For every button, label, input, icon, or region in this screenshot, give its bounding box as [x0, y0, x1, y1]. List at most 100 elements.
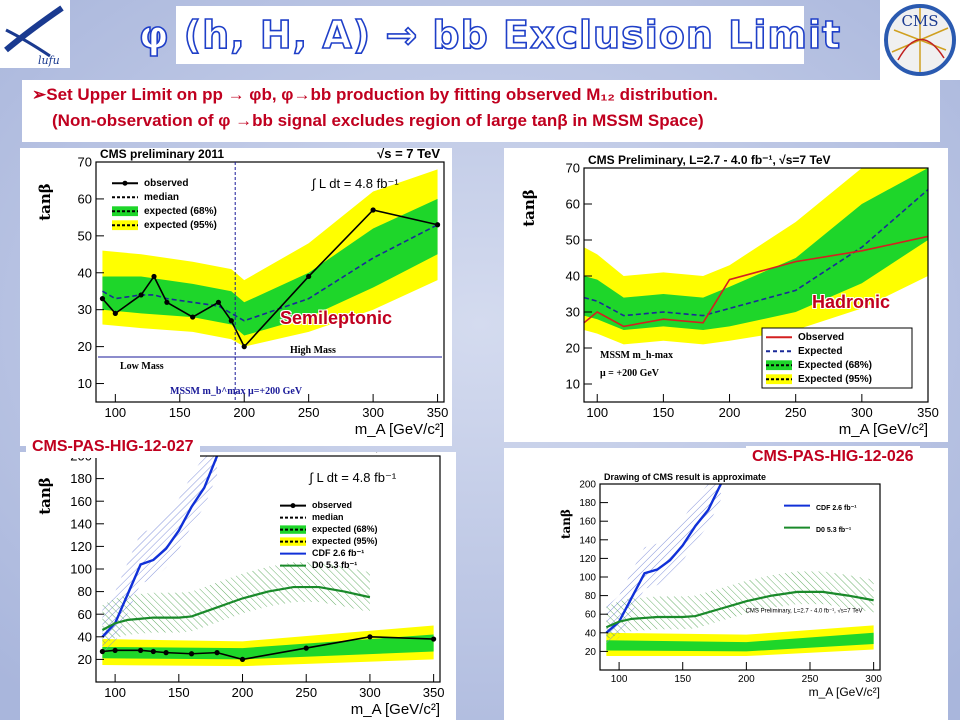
y-tick-label: 60 — [78, 607, 92, 622]
ref-hadronic: CMS-PAS-HIG-12-026 — [746, 446, 920, 468]
legend-label: expected (68%) — [144, 206, 217, 217]
plot-area — [605, 484, 874, 657]
observed-line-point — [112, 310, 118, 316]
y-tick-label: 160 — [579, 517, 596, 528]
y-tick-label: 10 — [78, 376, 92, 391]
observed-line — [584, 235, 928, 328]
legend-marker — [290, 503, 296, 509]
logo-right-text: CMS — [901, 12, 938, 30]
chart-annotation: Low Mass — [120, 361, 164, 372]
plot-area — [584, 168, 928, 345]
observed-line-point — [151, 273, 157, 280]
legend-label: D0 5.3 fb⁻¹ — [816, 527, 852, 534]
x-axis-label: m_A [GeV/c²] — [355, 421, 444, 438]
legend-label: Expected (68%) — [798, 360, 872, 371]
x-tick-label: 350 — [917, 405, 939, 420]
d0-line — [101, 585, 371, 631]
band-68 — [606, 632, 874, 652]
legend-marker — [122, 180, 128, 186]
y-tick-label: 180 — [70, 471, 92, 486]
x-tick-label: 300 — [865, 674, 882, 685]
chart-annotation: High Mass — [290, 345, 336, 356]
expected-line — [102, 224, 438, 322]
x-tick-label: 100 — [104, 685, 126, 700]
y-axis-label: tanβ — [36, 477, 54, 515]
x-tick-label: 250 — [298, 405, 320, 420]
lumi-label: ∫ L dt = 4.8 fb⁻¹ — [308, 470, 397, 485]
observed-line-point — [367, 634, 373, 640]
observed-line-point — [370, 207, 376, 213]
y-tick-label: 60 — [78, 191, 92, 206]
y-tick-label: 30 — [78, 302, 92, 317]
y-tick-label: 20 — [566, 341, 580, 356]
legend-label: expected (68%) — [312, 524, 378, 534]
inset-label: CMS Preliminary, L=2.7 - 4.0 fb⁻¹, √s=7 … — [746, 607, 863, 614]
x-tick-label: 200 — [232, 685, 254, 700]
semileptonic-tevatron-chart: 100 150 200 250 300 350 20 40 60 80 100 120 140 160 18… — [36, 452, 445, 718]
x-tick-label: 150 — [168, 685, 190, 700]
y-tick-label: 100 — [579, 573, 596, 584]
x-tick-label: 300 — [362, 405, 384, 420]
y-tick-label: 140 — [70, 516, 92, 531]
legend-label: Expected — [798, 346, 842, 357]
bullet-line-2: (Non-observation of φ →bb signal exclude… — [52, 111, 704, 130]
x-tick-label: 150 — [674, 674, 691, 685]
semileptonic-tevatron-panel: 100 150 200 250 300 350 20 40 60 80 100 120 140 160 18… — [20, 452, 456, 720]
y-tick-label: 60 — [585, 610, 597, 621]
y-tick-label: 30 — [566, 305, 580, 320]
legend-label: D0 5.3 fb⁻¹ — [312, 560, 357, 570]
plot-frame — [95, 161, 445, 403]
hadronic-tevatron-panel: 100 150 200 250 300 20 40 60 80 100 120 140 160 180 20… — [504, 448, 948, 720]
chart-annotation: MSSM m_h-max — [600, 350, 673, 361]
label-hadronic: Hadronic — [812, 292, 891, 312]
y-tick-label: 120 — [70, 539, 92, 554]
observed-line-point — [431, 636, 437, 642]
cms-logo: CMS — [880, 0, 960, 80]
observed-line-point — [303, 645, 309, 651]
legend-label: observed — [144, 178, 188, 189]
x-tick-label: 350 — [423, 685, 445, 700]
d0-line — [605, 590, 874, 629]
observed-line-point — [239, 656, 246, 662]
d0-band — [102, 562, 370, 645]
legend-label: expected (95%) — [144, 220, 217, 231]
y-tick-label: 60 — [566, 197, 580, 212]
observed-line-point — [137, 647, 144, 653]
observed-line-point — [228, 318, 234, 324]
y-tick-label: 20 — [78, 652, 92, 667]
y-tick-label: 80 — [78, 584, 92, 599]
band-68 — [102, 198, 438, 336]
chart-title: Drawing of CMS result is approximate — [604, 472, 766, 482]
y-tick-label: 140 — [579, 535, 596, 546]
energy-label: √s = 7 TeV — [377, 148, 440, 161]
bullet-line-1: ➢Set Upper Limit on pp → φb, φ→bb produc… — [32, 85, 718, 104]
legend-label: CDF 2.6 fb⁻¹ — [816, 505, 857, 512]
observed-line-point — [241, 344, 247, 350]
d0-band — [606, 571, 874, 640]
y-tick-label: 80 — [585, 591, 597, 602]
x-tick-label: 150 — [653, 405, 675, 420]
x-tick-label: 100 — [611, 674, 628, 685]
hadronic-chart: 100 150 200 250 300 350 10 20 30 40 50 60 70 m_A [GeV… — [520, 153, 939, 438]
legend-label: median — [144, 192, 179, 203]
legend-label: Observed — [798, 332, 844, 343]
x-tick-label: 300 — [851, 405, 873, 420]
x-tick-label: 100 — [586, 405, 608, 420]
y-axis-label: tanβ — [520, 189, 538, 227]
y-tick-label: 70 — [566, 161, 580, 176]
x-tick-label: 200 — [719, 405, 741, 420]
x-tick-label: 300 — [359, 685, 381, 700]
x-tick-label: 250 — [295, 685, 317, 700]
legend-label: expected (95%) — [312, 536, 378, 546]
band-68 — [584, 168, 928, 330]
observed-line-point — [306, 273, 312, 280]
x-tick-label: 150 — [169, 405, 191, 420]
y-tick-label: 40 — [566, 269, 580, 284]
legend-label: observed — [312, 500, 352, 510]
x-tick-label: 250 — [802, 674, 819, 685]
y-tick-label: 120 — [579, 554, 596, 565]
chart-title: CMS Preliminary, L=2.7 - 4.0 fb⁻¹, √s=7 … — [588, 153, 831, 167]
observed-line-point — [190, 314, 196, 320]
y-tick-label: 40 — [585, 628, 597, 639]
logo-left-text: lufu — [38, 54, 60, 67]
